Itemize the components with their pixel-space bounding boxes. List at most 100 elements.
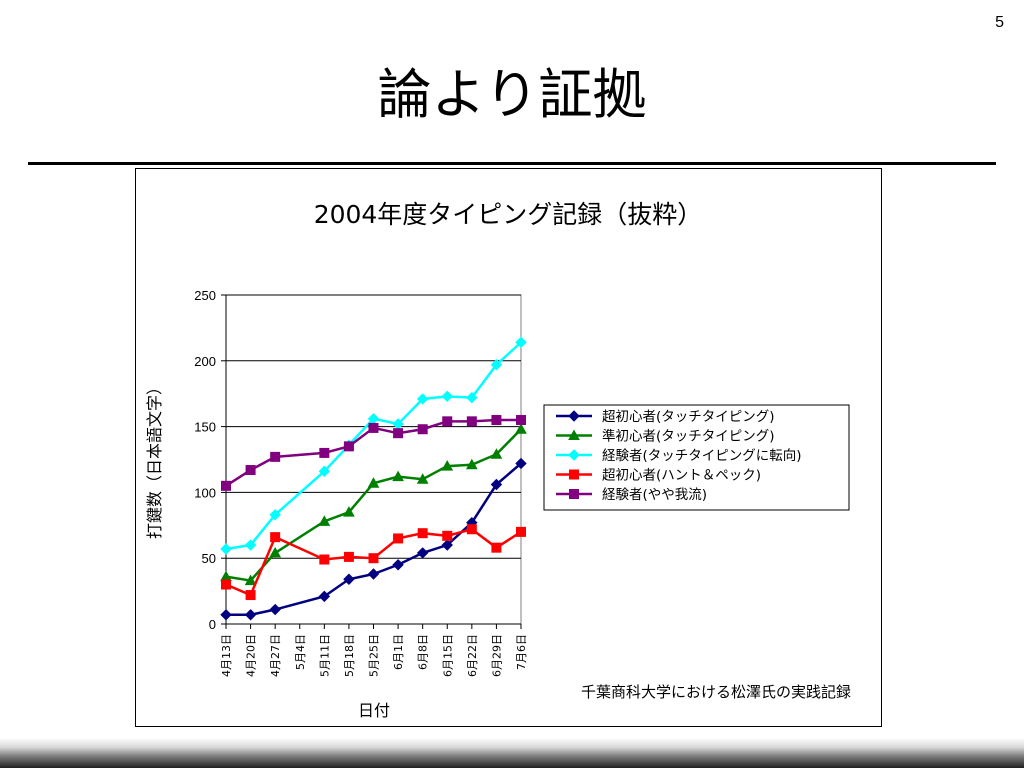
data-point (441, 539, 453, 551)
data-point (245, 465, 256, 476)
data-point (221, 480, 231, 491)
data-point (490, 359, 503, 371)
data-point (416, 547, 429, 559)
x-tick-label: 6月8日 (417, 634, 430, 670)
data-point (220, 543, 232, 555)
data-point (515, 336, 527, 349)
data-point (466, 391, 478, 404)
x-tick-label: 4月20日 (245, 634, 258, 677)
data-point (367, 477, 380, 488)
legend-label: 経験者(タッチタイピングに転向) (602, 448, 802, 464)
data-point (515, 423, 527, 434)
data-point (568, 449, 580, 461)
series (221, 415, 526, 491)
line-chart: 2004年度タイピング記録（抜粋） 0 50 100 150 200 250 4月13日 4月… (145, 200, 851, 720)
data-point (442, 530, 453, 541)
data-point (318, 590, 331, 603)
x-axis-label: 日付 (358, 701, 390, 720)
data-point (269, 509, 281, 521)
data-point (270, 532, 281, 543)
series (221, 524, 526, 601)
page-number: 5 (995, 14, 1004, 31)
x-tick-label: 7月6日 (515, 634, 528, 670)
legend-item: 超初心者(ハント＆ペック) (556, 467, 761, 484)
x-tick-label: 6月29日 (490, 634, 503, 677)
data-point (569, 469, 579, 480)
legend-label: 経験者(やや我流) (602, 487, 707, 503)
chart-frame: 2004年度タイピング記録（抜粋） 0 50 100 150 200 250 4月13日 4月… (135, 168, 882, 727)
data-point (466, 416, 477, 427)
data-point (568, 410, 580, 422)
series (220, 423, 527, 586)
y-tick-label: 0 (209, 617, 216, 632)
data-point (244, 609, 257, 621)
data-point (269, 603, 281, 616)
legend-item: 超初心者(タッチタイピング) (556, 408, 775, 425)
data-point (343, 441, 354, 452)
data-point (319, 447, 330, 458)
data-point (343, 506, 355, 517)
data-point (416, 473, 429, 484)
x-tick-label: 6月15日 (441, 634, 454, 677)
legend-label: 超初心者(タッチタイピング) (602, 408, 775, 425)
data-point (245, 590, 256, 601)
data-point (568, 429, 580, 440)
data-point (392, 559, 404, 571)
y-tick-label: 50 (202, 551, 216, 566)
x-tick-label: 4月27日 (269, 634, 282, 677)
title-divider (28, 162, 996, 165)
data-point (244, 574, 257, 586)
data-point (491, 542, 502, 553)
x-tick-label: 5月18日 (343, 634, 356, 677)
data-point (417, 528, 428, 539)
data-point (491, 415, 502, 426)
legend-item: 経験者(やや我流) (556, 487, 707, 503)
x-tick-label: 6月22日 (466, 634, 479, 677)
data-point (244, 539, 257, 551)
x-tick-label: 6月1日 (392, 634, 405, 670)
series (220, 457, 527, 621)
legend-label: 準初心者(タッチタイピング) (602, 428, 775, 445)
data-point (319, 554, 330, 565)
x-tick-label: 4月13日 (220, 634, 233, 677)
data-point (393, 533, 404, 544)
source-note: 千葉商科大学における松澤氏の実践記録 (581, 683, 851, 701)
data-point (368, 553, 379, 564)
data-point (393, 428, 404, 439)
legend-box (543, 404, 850, 511)
legend: 超初心者(タッチタイピング) 準初心者(タッチタイピング) 経験者(タッチタイピング… (556, 408, 802, 503)
data-point (221, 579, 231, 590)
data-point (220, 609, 232, 621)
axes: 0 50 100 150 200 250 4月13日 4月20日 4月27日 5月4日 5月11日 5… (194, 288, 528, 677)
y-tick-label: 100 (194, 485, 216, 500)
data-point (318, 465, 331, 478)
data-point (441, 460, 454, 471)
data-point (270, 451, 281, 462)
y-tick-label: 150 (194, 420, 216, 435)
data-point (416, 393, 429, 405)
data-point (516, 415, 526, 426)
data-point (516, 526, 526, 537)
legend-item: 準初心者(タッチタイピング) (556, 428, 775, 445)
series-line (225, 341, 522, 551)
data-point (569, 489, 579, 499)
data-point (269, 546, 282, 558)
chart-title: 2004年度タイピング記録（抜粋） (314, 200, 703, 229)
x-tick-label: 5月4日 (294, 634, 307, 670)
data-point (368, 422, 379, 433)
data-point (490, 448, 503, 459)
data-point (442, 416, 453, 427)
legend-label: 超初心者(ハント＆ペック) (602, 467, 761, 484)
x-tick-label: 5月11日 (318, 634, 331, 677)
legend-item: 経験者(タッチタイピングに転向) (556, 448, 802, 464)
data-point (367, 568, 380, 580)
data-point (343, 573, 355, 585)
data-point (392, 470, 404, 482)
data-point (441, 390, 453, 403)
data-point (417, 424, 428, 435)
data-point (465, 458, 478, 470)
x-tick-label: 5月25日 (368, 634, 381, 677)
y-tick-label: 200 (194, 354, 216, 369)
slide-title: 論より証拠 (377, 63, 647, 126)
series-group (220, 336, 527, 621)
